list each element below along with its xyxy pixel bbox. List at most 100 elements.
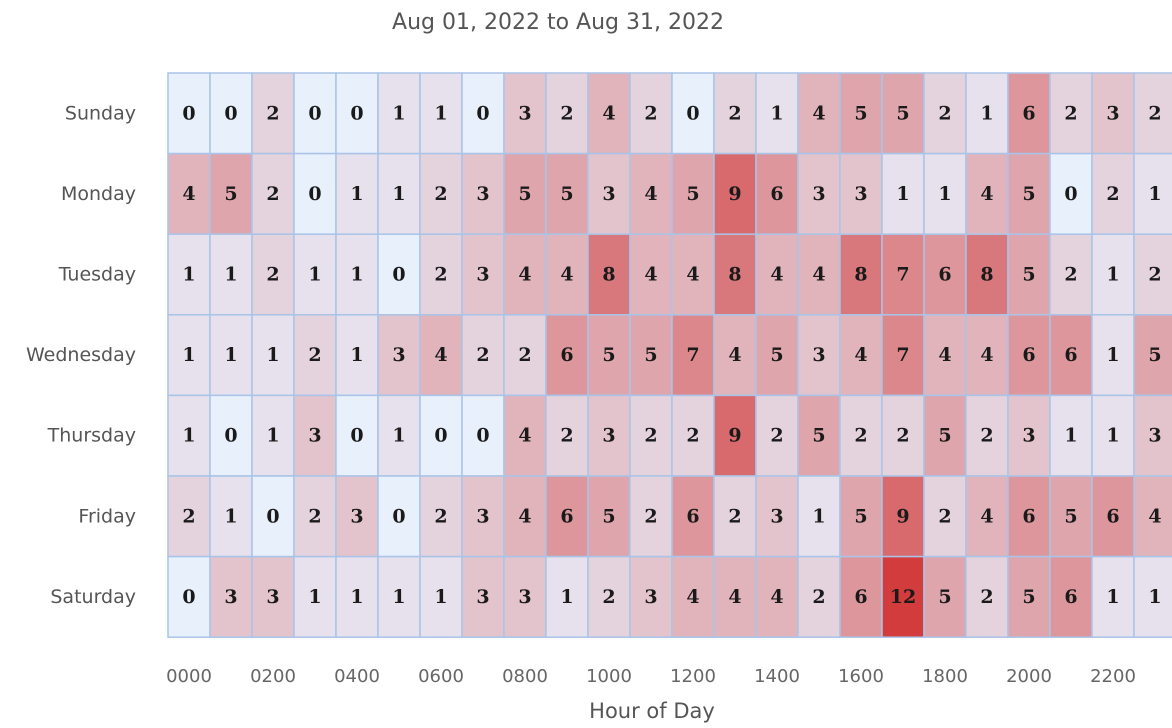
cell-value-label: 4 (728, 586, 741, 608)
cell-value-label: 3 (476, 505, 489, 527)
cell-value-label: 1 (1064, 425, 1077, 447)
cell-value-label: 5 (938, 425, 951, 447)
x-tick-label: 0600 (418, 666, 464, 687)
cell-value-label: 1 (770, 102, 783, 124)
heatmap-cell (167, 555, 211, 638)
cell-value-label: 2 (854, 425, 867, 447)
cell-value-label: 1 (182, 344, 195, 366)
cell-value-label: 7 (896, 264, 909, 286)
cell-value-label: 3 (392, 344, 405, 366)
cell-value-label: 5 (1064, 505, 1077, 527)
day-label-tuesday: Tuesday (58, 264, 136, 286)
cell-value-label: 2 (644, 505, 657, 527)
heatmap-cell (965, 314, 1009, 397)
heatmap-cell (1049, 72, 1093, 155)
x-tick-label: 0800 (502, 666, 548, 687)
cell-value-label: 2 (644, 425, 657, 447)
cell-value-label: 1 (938, 183, 951, 205)
heatmap-cell (965, 555, 1009, 638)
cell-value-label: 12 (890, 586, 916, 608)
cell-value-label: 8 (728, 264, 741, 286)
cell-value-label: 6 (854, 586, 867, 608)
cell-value-label: 0 (224, 102, 237, 124)
heatmap-cell (377, 314, 421, 397)
heatmap-cell (881, 394, 925, 477)
cell-value-label: 6 (686, 505, 699, 527)
x-tick-label: 0200 (250, 666, 296, 687)
heatmap-cell (335, 233, 379, 316)
cell-value-label: 1 (1106, 344, 1119, 366)
heatmap-cell (629, 72, 673, 155)
heatmap-cell (377, 394, 421, 477)
cell-value-label: 6 (1022, 344, 1035, 366)
cell-value-label: 1 (392, 183, 405, 205)
cell-value-label: 9 (728, 183, 741, 205)
x-tick-label: 1000 (586, 666, 632, 687)
cell-value-label: 0 (308, 183, 321, 205)
cell-value-label: 3 (812, 183, 825, 205)
cell-value-label: 4 (518, 264, 531, 286)
heatmap-cell (881, 152, 925, 235)
heatmap-cell (965, 394, 1009, 477)
x-tick-label: 2200 (1090, 666, 1136, 687)
heatmap-cell (881, 475, 925, 558)
cell-value-label: 1 (812, 505, 825, 527)
cell-value-label: 1 (350, 586, 363, 608)
cell-value-label: 2 (266, 183, 279, 205)
heatmap-cell (923, 475, 967, 558)
cell-value-label: 2 (1148, 102, 1161, 124)
heatmap-cell (1049, 314, 1093, 397)
heatmap-cell (377, 152, 421, 235)
cell-value-label: 6 (770, 183, 783, 205)
cell-value-label: 1 (1106, 586, 1119, 608)
cell-value-label: 4 (980, 183, 993, 205)
heatmap-cell (797, 394, 841, 477)
x-tick-label: 1600 (838, 666, 884, 687)
cell-value-label: 3 (308, 425, 321, 447)
cell-value-label: 0 (476, 102, 489, 124)
cell-value-label: 5 (686, 183, 699, 205)
heatmap-cell (167, 152, 211, 235)
heatmap-cell (209, 72, 253, 155)
cell-value-label: 0 (182, 586, 195, 608)
cell-value-label: 4 (770, 264, 783, 286)
heatmap-cell (461, 314, 505, 397)
cell-value-label: 5 (938, 586, 951, 608)
heatmap-cell (335, 555, 379, 638)
heatmap-cell (1049, 555, 1093, 638)
heatmap-cell (503, 233, 547, 316)
cell-value-label: 1 (224, 344, 237, 366)
cell-value-label: 6 (1106, 505, 1119, 527)
heatmap-cell (1091, 475, 1135, 558)
cell-value-label: 3 (476, 264, 489, 286)
heatmap-cell (671, 314, 715, 397)
cell-value-label: 5 (854, 505, 867, 527)
cell-value-label: 5 (1022, 586, 1035, 608)
heatmap-cell (419, 555, 463, 638)
heatmap-cell (1133, 152, 1172, 235)
cell-value-label: 2 (644, 102, 657, 124)
heatmap-cell (1133, 314, 1172, 397)
heatmap-cell (1133, 394, 1172, 477)
heatmap-cell (923, 72, 967, 155)
cell-value-label: 3 (266, 586, 279, 608)
heatmap-cell (755, 555, 799, 638)
cell-value-label: 4 (938, 344, 951, 366)
cell-value-label: 9 (896, 505, 909, 527)
cell-value-label: 3 (602, 183, 615, 205)
cell-value-label: 3 (518, 102, 531, 124)
heatmap-cell (797, 233, 841, 316)
cell-value-label: 2 (728, 505, 741, 527)
heatmap-cell (167, 233, 211, 316)
cell-value-label: 2 (980, 586, 993, 608)
heatmap-cell (461, 475, 505, 558)
cell-value-label: 1 (434, 586, 447, 608)
cell-value-label: 0 (392, 264, 405, 286)
cell-value-label: 2 (434, 183, 447, 205)
cell-value-label: 5 (560, 183, 573, 205)
heatmap-cell (167, 394, 211, 477)
heatmap-cell (251, 233, 295, 316)
heatmap-cell (629, 475, 673, 558)
cell-value-label: 2 (266, 102, 279, 124)
